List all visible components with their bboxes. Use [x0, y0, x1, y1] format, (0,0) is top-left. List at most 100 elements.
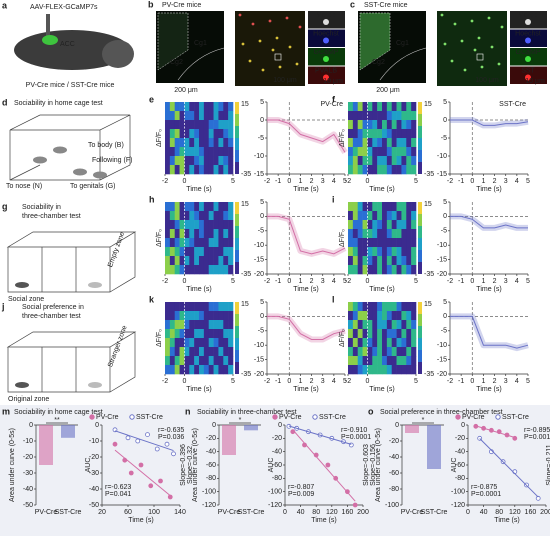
legend-label: SST-Cre [319, 414, 346, 421]
heatmap-cell [169, 238, 176, 248]
heatmap-cell [179, 256, 185, 266]
heatmap-cell [203, 156, 210, 166]
colorbar [235, 150, 239, 162]
heatmap-cell [174, 302, 180, 312]
heatmap-cell [223, 265, 229, 275]
heatmap-cell [184, 265, 190, 275]
y-tick-label: -80 [455, 475, 465, 482]
fit-line [479, 438, 539, 498]
heatmap-cell [386, 138, 393, 148]
y-tick-label: -120 [202, 502, 216, 509]
x-tick-label: 120 [326, 509, 338, 516]
heatmap-cell [382, 220, 388, 230]
heatmap-cell [184, 129, 190, 139]
y-tick-label: -20 [455, 435, 465, 442]
heatmap-cell [189, 302, 195, 312]
heatmap-cell [223, 365, 229, 375]
heatmap-cell [199, 247, 205, 257]
scatter-point [128, 470, 134, 476]
heatmap-cell [189, 320, 195, 330]
heatmap-cell [357, 329, 363, 339]
heatmap-cell [362, 138, 368, 148]
heatmap-cell [189, 256, 195, 266]
heatmap-cell [372, 156, 378, 166]
heatmap-cell [179, 147, 185, 157]
heatmap-cell [357, 129, 363, 139]
heatmap-cell [372, 320, 378, 330]
heatmap-cell [357, 202, 363, 212]
heatmap-cell [411, 156, 417, 166]
heatmap-cell [411, 111, 417, 121]
heatmap-cell [179, 102, 185, 112]
colorbar [418, 202, 422, 214]
heatmap-cell [194, 120, 200, 130]
y-tick-label: 5 [443, 99, 447, 106]
heatmap-cell [228, 211, 234, 221]
stat-label: P=0.001 [524, 434, 550, 441]
mouse [93, 171, 107, 179]
heatmap-cell [386, 338, 393, 348]
heatmap-cell [228, 302, 234, 312]
bar [405, 425, 419, 433]
heatmap-cell [184, 320, 190, 330]
x-tick-label: 5 [414, 378, 418, 385]
heatmap-cell [169, 247, 176, 257]
heatmap-cell [228, 156, 234, 166]
heatmap-cell [357, 365, 363, 375]
heatmap-cell [367, 156, 373, 166]
zone-label: Original zone [8, 396, 49, 403]
heatmap-cell [382, 256, 388, 266]
heatmap-cell [391, 120, 397, 130]
heatmap-cell [348, 229, 354, 239]
heatmap-cell [194, 229, 200, 239]
heatmap-cell [357, 338, 363, 348]
x-axis-label: Time (s) [494, 517, 519, 524]
heatmap-cell [218, 329, 224, 339]
overview-contour [177, 47, 225, 81]
x-tick-label: 4 [515, 178, 519, 185]
x-tick-label: -2 [447, 178, 453, 185]
heatmap-cell [203, 265, 210, 275]
heatmap-cell [352, 365, 359, 375]
heatmap-cell [184, 365, 190, 375]
heatmap-cell [174, 238, 180, 248]
heatmap-cell [401, 120, 407, 130]
heatmap-cell [362, 165, 368, 175]
x-tick-label: PV-Cre [401, 509, 424, 516]
heatmap-cell [386, 356, 393, 366]
heatmap-cell [169, 138, 176, 148]
heatmap-cell [169, 256, 176, 266]
channel-label: GCaMP [314, 49, 339, 56]
heatmap-cell [411, 338, 417, 348]
heatmap-cell [362, 238, 368, 248]
heatmap-cell [348, 111, 354, 121]
cell [453, 22, 457, 26]
heatmap-cell [194, 156, 200, 166]
x-tick-label: 0 [365, 378, 369, 385]
heatmap-cell [223, 156, 229, 166]
heatmap-cell [194, 211, 200, 221]
heatmap-cell [213, 165, 219, 175]
y-tick-label: 0 [260, 117, 264, 124]
heatmap-cell [352, 256, 359, 266]
heatmap-cell [208, 338, 214, 348]
heatmap-cell [357, 147, 363, 157]
heatmap-cell [218, 165, 224, 175]
x-axis-label: Time (s) [128, 517, 153, 524]
channel-label: Merge [316, 12, 336, 19]
heatmap-cell [189, 129, 195, 139]
y-tick-label: 0 [395, 422, 399, 429]
heatmap-cell [377, 320, 383, 330]
heatmap-cell [386, 202, 393, 212]
heatmap-cell [228, 311, 234, 321]
heatmap-cell [411, 220, 417, 230]
heatmap-cell [396, 329, 402, 339]
y-tick-label: 5 [260, 299, 264, 306]
heatmap-cell [189, 356, 195, 366]
histology-title: PV-Cre mice [162, 2, 201, 9]
y-tick-label: -100 [202, 489, 216, 496]
x-tick-label: 1 [298, 278, 302, 285]
x-axis-label: Time (s) [293, 286, 318, 293]
heatmap-cell [362, 311, 368, 321]
heatmap-cell [179, 365, 185, 375]
